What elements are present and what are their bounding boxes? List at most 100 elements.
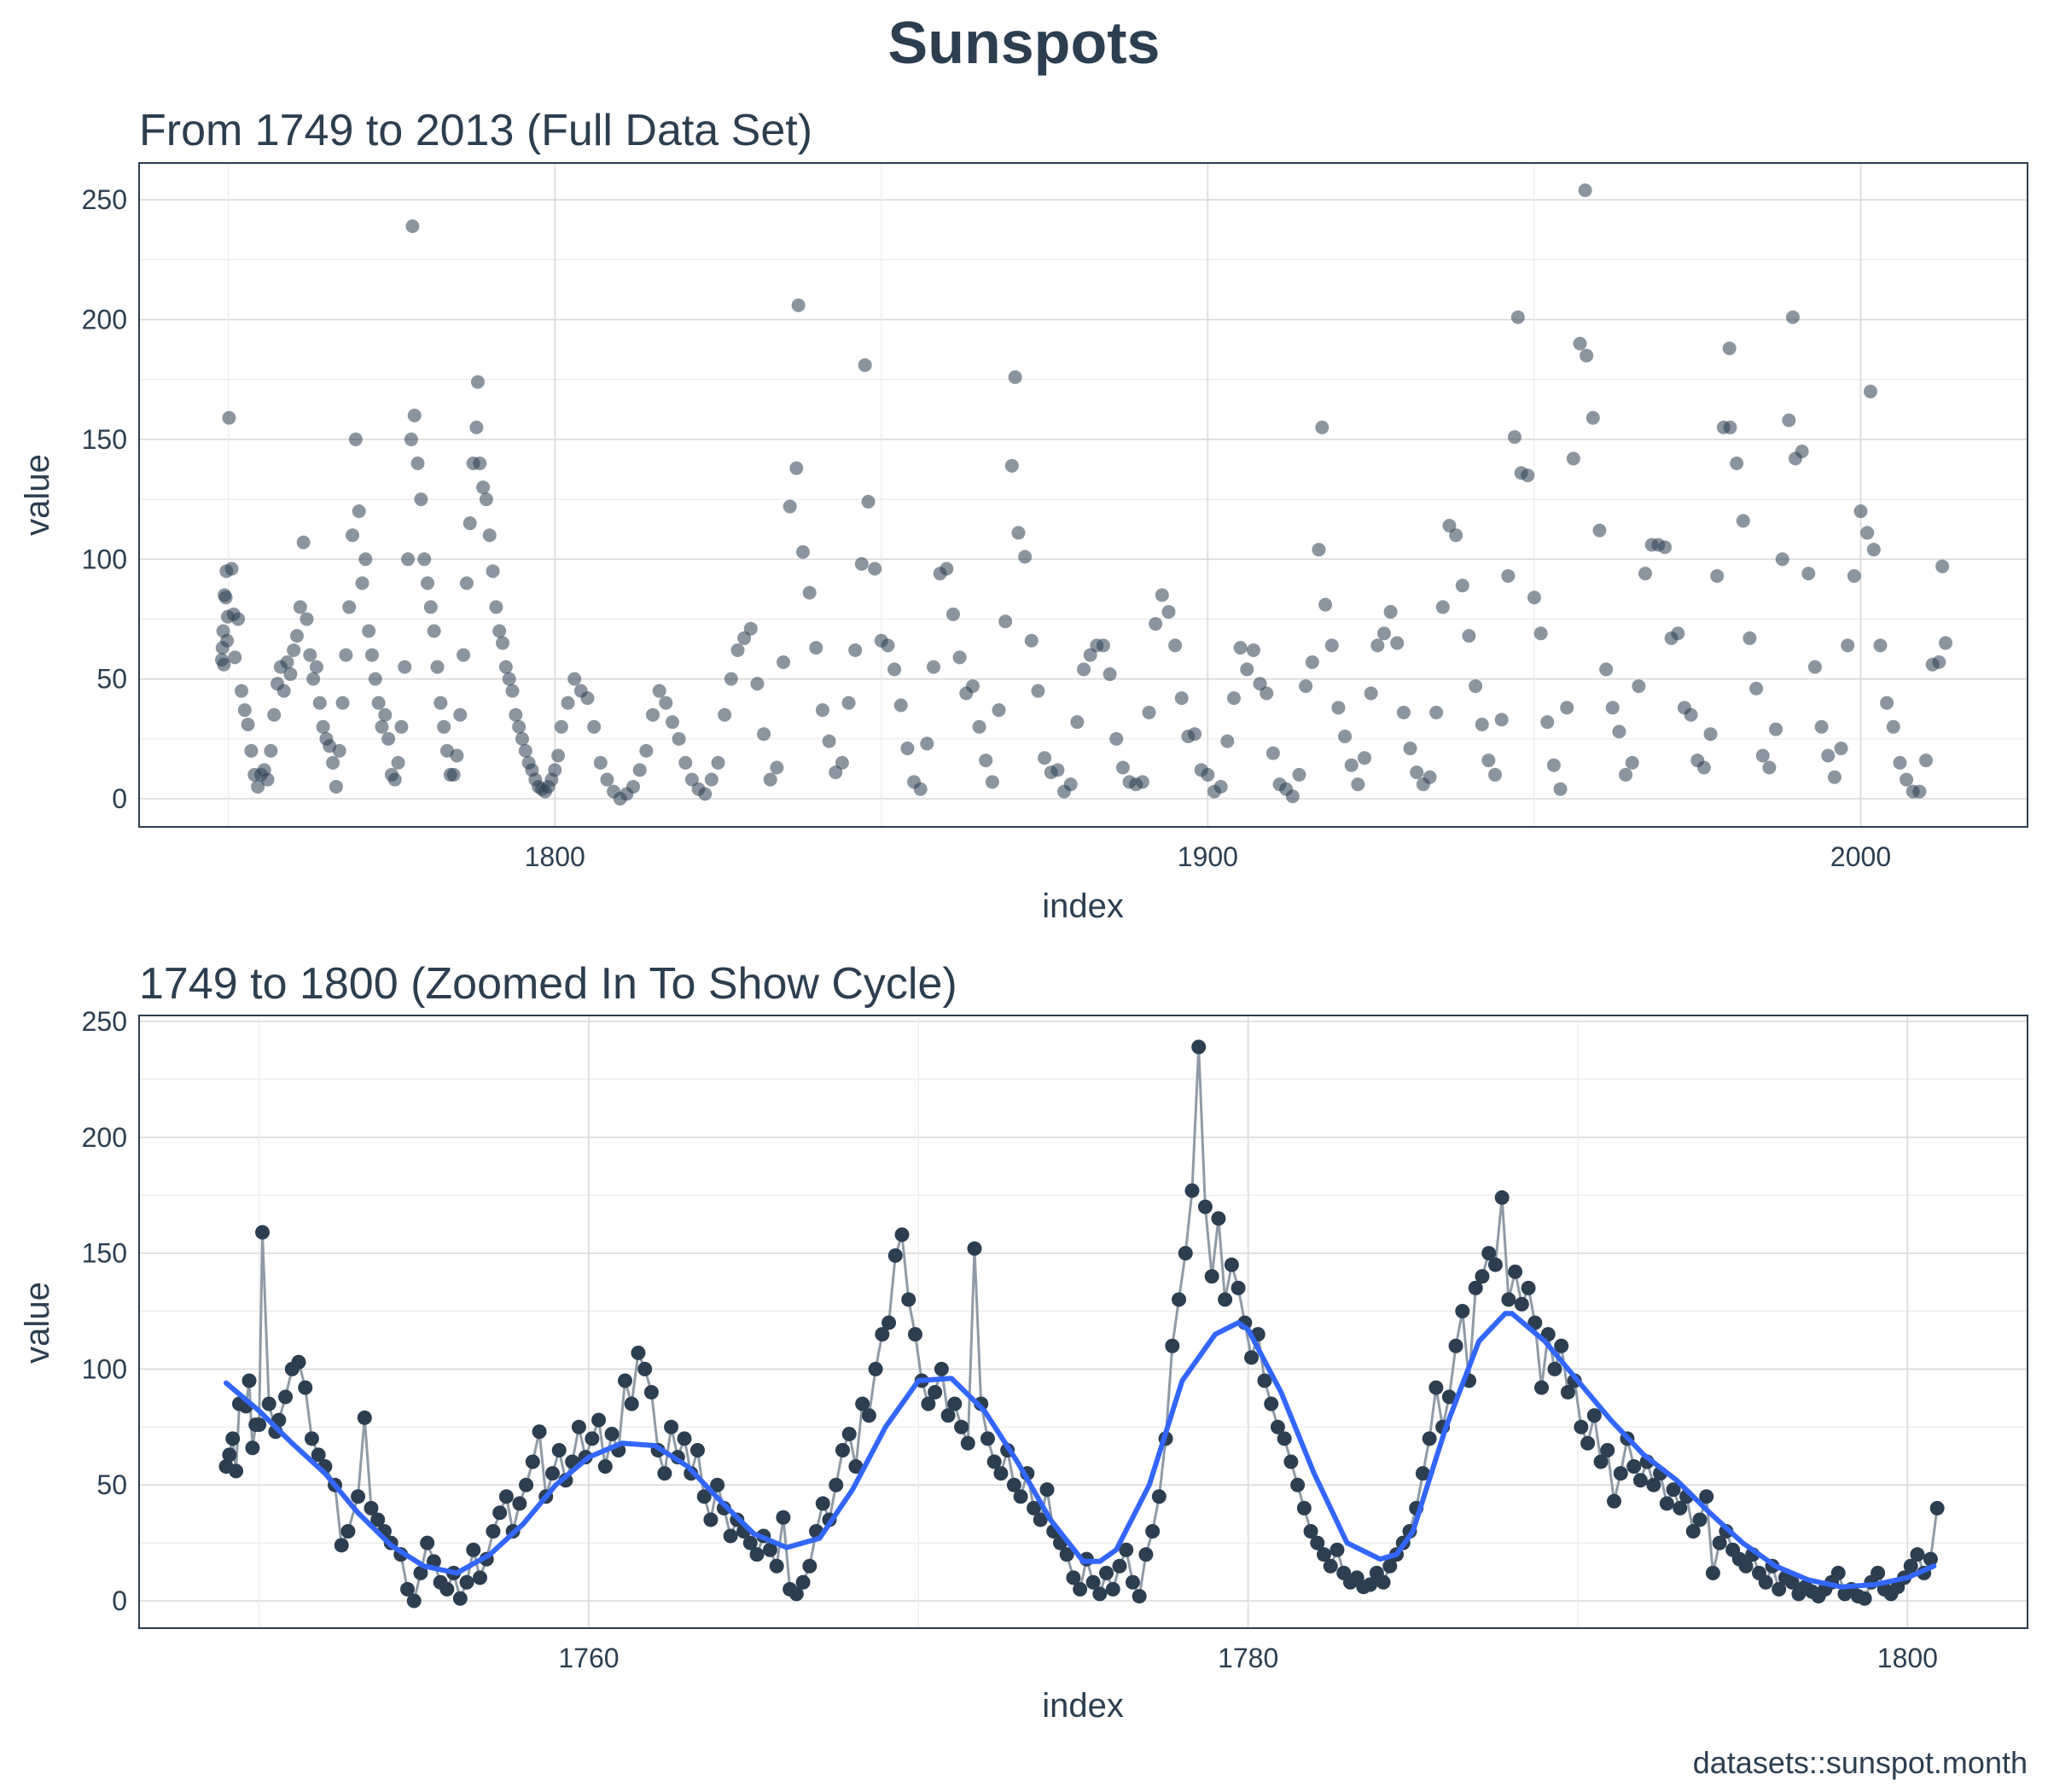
data-point bbox=[639, 743, 654, 758]
data-point bbox=[489, 600, 503, 614]
data-point bbox=[940, 1408, 956, 1423]
data-point bbox=[405, 219, 420, 234]
data-point bbox=[512, 719, 527, 734]
data-point bbox=[894, 1227, 910, 1242]
data-point bbox=[776, 1510, 791, 1525]
data-point bbox=[1011, 526, 1026, 540]
data-point bbox=[1592, 523, 1607, 538]
data-point bbox=[371, 695, 386, 710]
data-point bbox=[544, 1466, 560, 1481]
data-point bbox=[437, 719, 451, 734]
data-point bbox=[1442, 518, 1457, 532]
data-point bbox=[1673, 1500, 1688, 1516]
data-point bbox=[795, 544, 810, 559]
data-point bbox=[1910, 1547, 1925, 1562]
data-point bbox=[742, 1535, 758, 1551]
data-point bbox=[1231, 1280, 1246, 1295]
data-point bbox=[1213, 779, 1228, 794]
caption: datasets::sunspot.month bbox=[1693, 1745, 2028, 1780]
data-point bbox=[244, 743, 259, 758]
data-point bbox=[476, 480, 491, 495]
data-point bbox=[1475, 717, 1489, 731]
data-point bbox=[1428, 1380, 1444, 1395]
data-point bbox=[1696, 760, 1711, 775]
data-point bbox=[1410, 765, 1424, 780]
data-point bbox=[1462, 629, 1476, 643]
data-point bbox=[1201, 767, 1215, 782]
data-point bbox=[1312, 543, 1326, 557]
data-point bbox=[1197, 1199, 1213, 1214]
data-point bbox=[224, 561, 239, 576]
data-point bbox=[762, 1542, 777, 1557]
data-point bbox=[1142, 705, 1156, 719]
data-point bbox=[604, 1426, 620, 1441]
data-point bbox=[1749, 681, 1764, 695]
data-point bbox=[802, 585, 817, 600]
y-tick-label: 100 bbox=[82, 1353, 127, 1384]
data-point bbox=[585, 1431, 600, 1446]
data-point bbox=[427, 624, 441, 638]
data-point bbox=[1540, 715, 1555, 730]
data-point bbox=[1521, 468, 1535, 483]
data-point bbox=[326, 755, 340, 770]
data-point bbox=[1923, 1551, 1938, 1567]
data-point bbox=[1605, 701, 1620, 715]
data-point bbox=[304, 1431, 319, 1446]
data-point bbox=[404, 432, 418, 446]
data-point bbox=[1092, 1586, 1108, 1602]
data-point bbox=[1886, 719, 1900, 734]
data-point bbox=[1871, 1565, 1886, 1580]
data-point bbox=[718, 707, 732, 722]
data-point bbox=[291, 1354, 306, 1370]
data-point bbox=[1553, 782, 1568, 796]
data-point bbox=[1866, 543, 1881, 557]
data-point bbox=[423, 600, 438, 614]
data-point bbox=[407, 408, 422, 422]
data-point bbox=[225, 1431, 241, 1446]
data-point bbox=[1318, 597, 1333, 612]
data-point bbox=[450, 748, 464, 763]
data-point bbox=[1772, 1581, 1787, 1597]
data-point bbox=[913, 782, 928, 796]
data-point bbox=[757, 727, 771, 742]
data-point bbox=[459, 576, 474, 591]
data-point bbox=[972, 719, 986, 734]
x-tick-label: 1780 bbox=[1218, 1643, 1278, 1673]
panel-1-title: From 1749 to 2013 (Full Data Set) bbox=[139, 106, 812, 155]
panel-1-x-axis-title: index bbox=[1042, 887, 1124, 925]
data-point bbox=[921, 1396, 936, 1411]
data-point bbox=[346, 528, 360, 543]
data-point bbox=[1585, 410, 1600, 425]
data-point bbox=[1873, 638, 1888, 653]
data-point bbox=[1244, 1350, 1260, 1365]
data-point bbox=[452, 1591, 468, 1606]
data-point bbox=[1814, 719, 1829, 734]
data-point bbox=[1038, 751, 1052, 765]
data-point bbox=[1178, 1246, 1193, 1261]
data-point bbox=[298, 1380, 313, 1395]
data-point bbox=[1762, 760, 1777, 775]
data-point bbox=[1077, 662, 1091, 677]
data-point bbox=[1233, 641, 1248, 655]
data-point bbox=[788, 1586, 804, 1602]
data-point bbox=[580, 691, 595, 706]
data-point bbox=[1659, 1496, 1674, 1511]
data-point bbox=[1449, 528, 1463, 543]
data-point bbox=[567, 672, 582, 686]
data-point bbox=[979, 753, 993, 768]
data-point bbox=[430, 660, 445, 674]
panel-2-title: 1749 to 1800 (Zoomed In To Show Cycle) bbox=[139, 959, 957, 1009]
data-point bbox=[809, 641, 823, 655]
data-point bbox=[1099, 1565, 1114, 1580]
data-point bbox=[1260, 686, 1274, 701]
data-point bbox=[433, 695, 448, 710]
data-point bbox=[1363, 1577, 1378, 1592]
panel-1-tick-labels: 0 50 100 150 200 250 1800 1900 2000 bbox=[82, 184, 1892, 872]
data-point bbox=[401, 552, 416, 567]
data-point bbox=[554, 719, 568, 734]
data-point bbox=[986, 1454, 1002, 1469]
data-point bbox=[1560, 1385, 1575, 1400]
data-point bbox=[1073, 1581, 1088, 1597]
main-title: Sunspots bbox=[888, 9, 1161, 76]
data-point bbox=[1006, 1477, 1021, 1492]
